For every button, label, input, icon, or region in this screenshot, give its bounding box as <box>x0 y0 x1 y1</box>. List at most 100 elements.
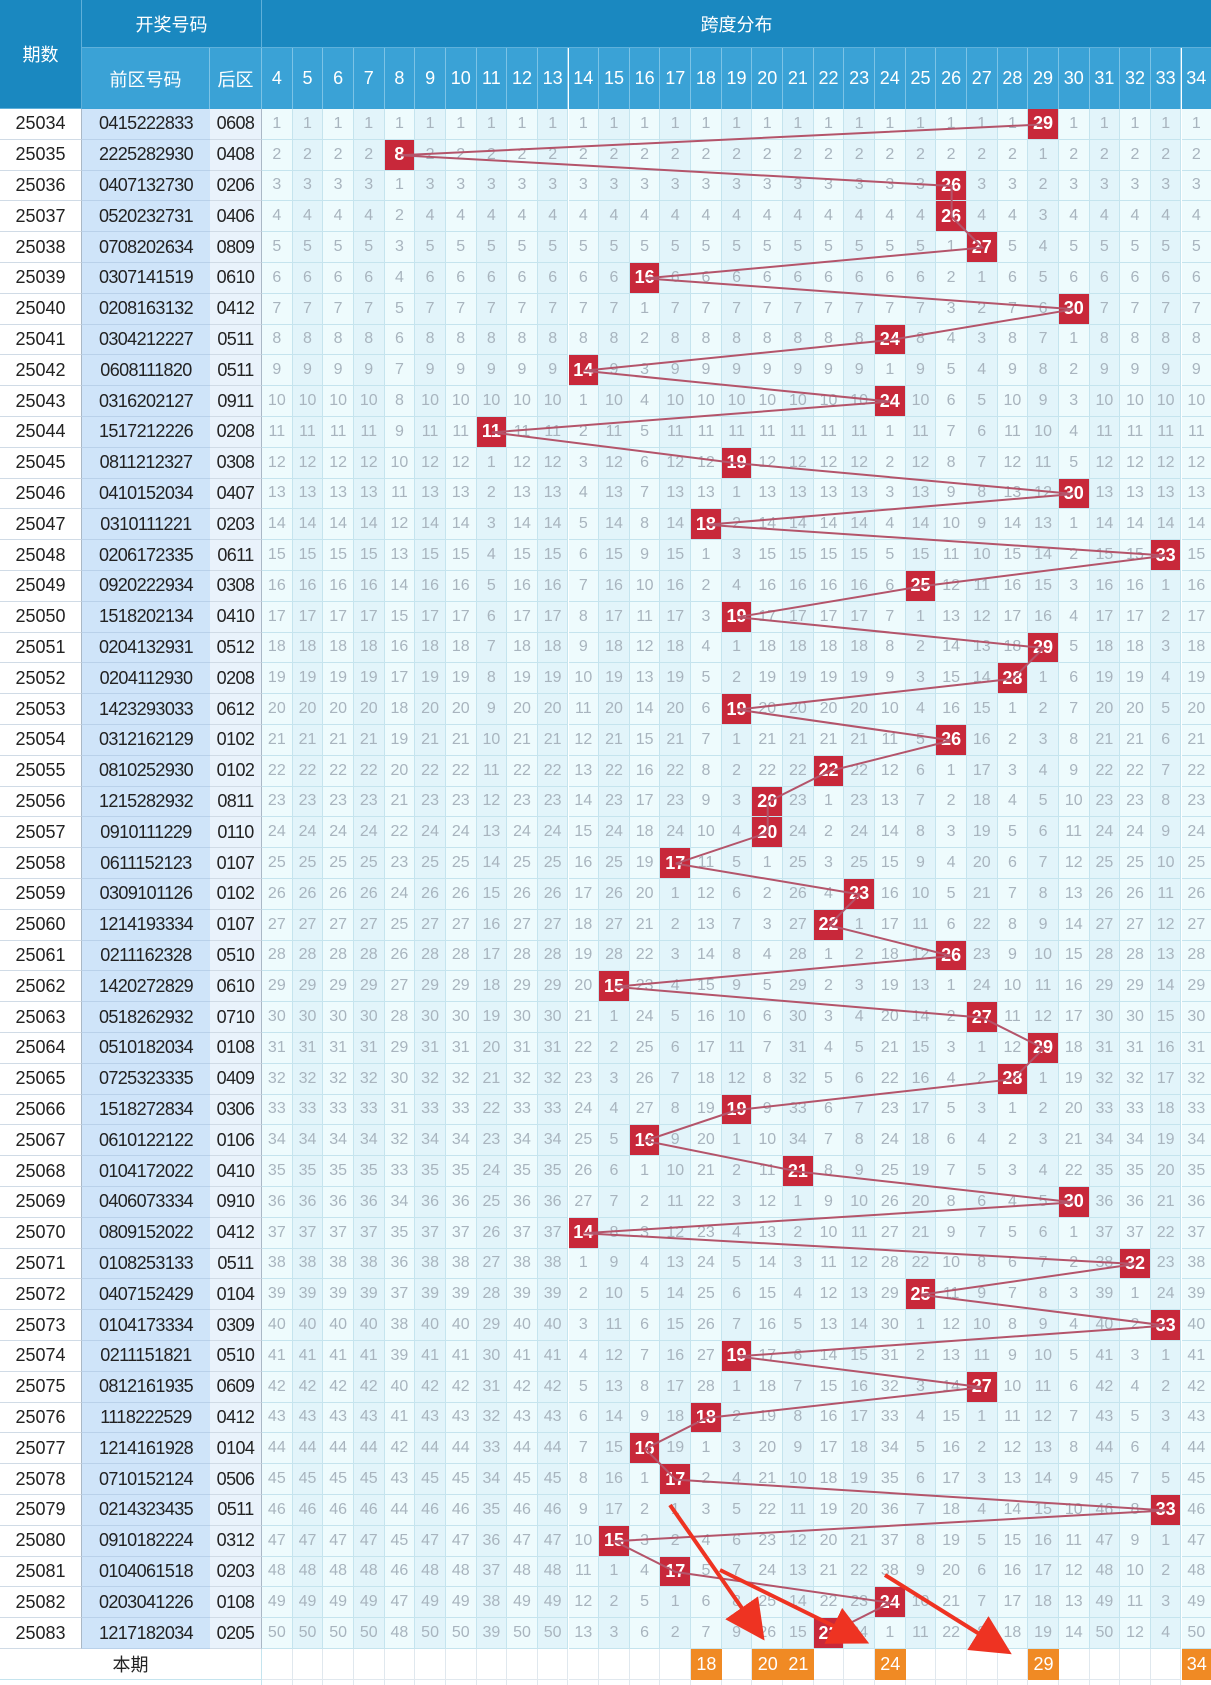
omission-cell: 31 <box>353 1033 385 1064</box>
predicted-span-empty[interactable] <box>721 1649 753 1680</box>
predicted-span-empty[interactable] <box>629 1649 661 1680</box>
next-period-empty[interactable] <box>997 1679 1029 1685</box>
omission-cell: 1 <box>997 1094 1029 1126</box>
span-hit-cell: 14 <box>568 1217 600 1249</box>
next-period-empty[interactable] <box>599 1679 630 1685</box>
omission-cell: 11 <box>875 725 906 756</box>
span-hit-cell: 18 <box>691 509 722 541</box>
predicted-span-empty[interactable] <box>476 1649 508 1680</box>
omission-cell: 6 <box>568 1402 600 1434</box>
next-period-empty[interactable] <box>783 1679 814 1685</box>
omission-cell: 7 <box>875 293 906 325</box>
predicted-span-empty[interactable] <box>262 1649 293 1680</box>
front-numbers-cell: 0407152429 <box>82 1279 210 1311</box>
next-period-empty[interactable] <box>353 1679 385 1685</box>
predicted-span-empty[interactable] <box>384 1649 416 1680</box>
period-cell: 25060 <box>0 909 82 941</box>
next-period-empty[interactable] <box>813 1679 845 1685</box>
next-period-empty[interactable] <box>844 1679 875 1685</box>
omission-cell: 6 <box>783 1341 814 1372</box>
omission-cell: 5 <box>353 232 385 263</box>
omission-cell: 4 <box>813 1033 845 1064</box>
span-hit-cell: 17 <box>660 848 692 879</box>
next-period-empty[interactable] <box>568 1679 600 1685</box>
next-period-empty[interactable] <box>721 1679 753 1685</box>
period-header: 期数 <box>0 0 82 109</box>
omission-cell: 26 <box>1181 879 1211 910</box>
omission-cell: 13 <box>997 478 1029 510</box>
omission-cell: 4 <box>997 201 1029 233</box>
predicted-span-empty[interactable] <box>1120 1649 1151 1680</box>
omission-cell: 12 <box>1028 1002 1059 1033</box>
omission-cell: 34 <box>537 1125 569 1157</box>
next-period-empty[interactable] <box>875 1679 906 1685</box>
predicted-span-empty[interactable] <box>660 1649 692 1680</box>
predicted-span-empty[interactable] <box>813 1649 845 1680</box>
omission-cell: 5 <box>721 848 753 879</box>
predicted-span-empty[interactable] <box>323 1649 354 1680</box>
next-period-empty[interactable] <box>507 1679 538 1685</box>
omission-cell: 6 <box>1058 663 1090 695</box>
predicted-span-empty[interactable] <box>936 1649 967 1680</box>
back-numbers-cell: 0206 <box>210 170 262 202</box>
next-period-empty[interactable] <box>1181 1679 1211 1685</box>
next-period-empty[interactable] <box>1089 1679 1121 1685</box>
predicted-span-empty[interactable] <box>568 1649 600 1680</box>
predicted-span-empty[interactable] <box>599 1649 630 1680</box>
predicted-span-empty[interactable] <box>537 1649 569 1680</box>
omission-cell: 22 <box>445 755 477 787</box>
next-period-empty[interactable] <box>415 1679 446 1685</box>
next-period-empty[interactable] <box>1150 1679 1182 1685</box>
predicted-span-button[interactable]: 34 <box>1181 1649 1211 1680</box>
predicted-span-empty[interactable] <box>353 1649 385 1680</box>
next-period-empty[interactable] <box>1120 1679 1151 1685</box>
next-period-empty[interactable] <box>323 1679 354 1685</box>
next-period-empty[interactable] <box>445 1679 477 1685</box>
omission-cell: 1 <box>905 601 937 633</box>
predicted-span-empty[interactable] <box>445 1649 477 1680</box>
predicted-span-empty[interactable] <box>507 1649 538 1680</box>
predicted-span-empty[interactable] <box>415 1649 446 1680</box>
next-period-empty[interactable] <box>384 1679 416 1685</box>
omission-cell: 21 <box>844 725 875 756</box>
omission-cell: 28 <box>384 1002 416 1033</box>
next-period-empty[interactable] <box>691 1679 722 1685</box>
omission-cell: 13 <box>1150 478 1182 510</box>
predicted-span-button[interactable]: 20 <box>752 1649 784 1680</box>
next-period-empty[interactable] <box>476 1679 508 1685</box>
period-cell: 25048 <box>0 540 82 571</box>
next-period-empty[interactable] <box>752 1679 784 1685</box>
next-period-empty[interactable] <box>966 1679 998 1685</box>
predicted-span-button[interactable]: 24 <box>875 1649 906 1680</box>
next-period-empty[interactable] <box>905 1679 937 1685</box>
next-period-empty[interactable] <box>262 1679 293 1685</box>
omission-cell: 7 <box>384 355 416 387</box>
omission-cell: 2 <box>752 879 784 910</box>
predicted-span-button[interactable]: 21 <box>783 1649 814 1680</box>
predicted-span-empty[interactable] <box>966 1649 998 1680</box>
next-period-empty[interactable] <box>660 1679 692 1685</box>
next-period-empty[interactable] <box>1028 1679 1059 1685</box>
omission-cell: 10 <box>691 817 722 849</box>
omission-cell: 37 <box>1089 1217 1121 1249</box>
next-period-empty[interactable] <box>537 1679 569 1685</box>
predicted-span-button[interactable]: 18 <box>691 1649 722 1680</box>
next-period-empty[interactable] <box>936 1679 967 1685</box>
omission-cell: 21 <box>1089 725 1121 756</box>
predicted-span-empty[interactable] <box>1058 1649 1090 1680</box>
omission-cell: 19 <box>752 1402 784 1434</box>
predicted-span-button[interactable]: 29 <box>1028 1649 1059 1680</box>
omission-cell: 1 <box>1028 663 1059 695</box>
next-period-empty[interactable] <box>629 1679 661 1685</box>
predicted-span-empty[interactable] <box>1150 1649 1182 1680</box>
next-period-empty[interactable] <box>292 1679 324 1685</box>
next-period-empty[interactable] <box>1058 1679 1090 1685</box>
predicted-span-empty[interactable] <box>1089 1649 1121 1680</box>
predicted-span-empty[interactable] <box>844 1649 875 1680</box>
omission-cell: 14 <box>1150 971 1182 1003</box>
predicted-span-empty[interactable] <box>292 1649 324 1680</box>
predicted-span-empty[interactable] <box>905 1649 937 1680</box>
omission-cell: 42 <box>323 1371 354 1403</box>
omission-cell: 30 <box>1089 1002 1121 1033</box>
predicted-span-empty[interactable] <box>997 1649 1029 1680</box>
